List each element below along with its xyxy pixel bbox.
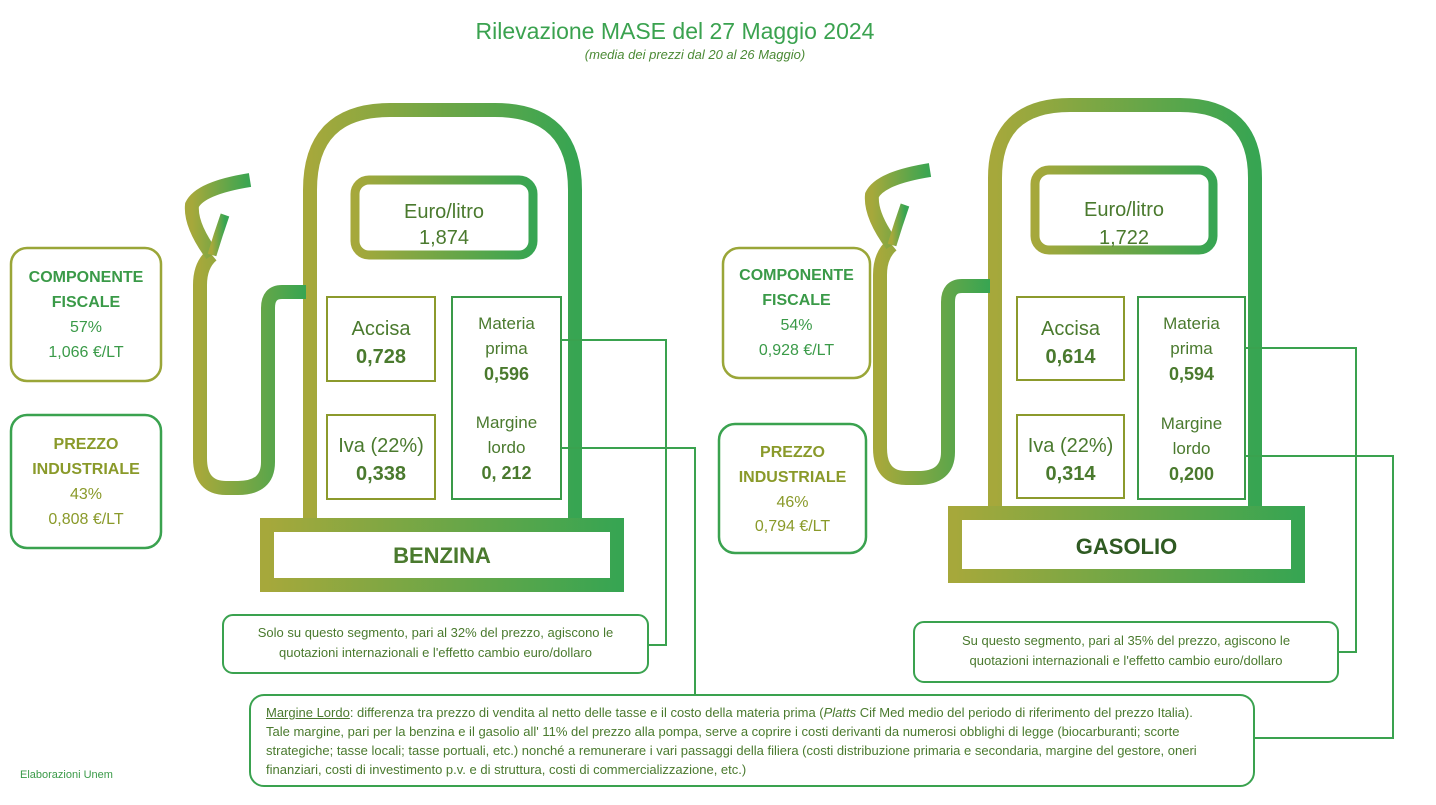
margin-note-line4: finanziari, costi di investimento p.v. e…	[266, 762, 747, 777]
page-title: Rilevazione MASE del 27 Maggio 2024	[475, 18, 875, 44]
benzina-segment-note-1: Solo su questo segmento, pari al 32% del…	[257, 625, 614, 640]
benzina-price-label: Euro/litro	[403, 201, 485, 223]
gasolio-materia-label-1: Materia	[1163, 314, 1220, 333]
benzina-materia-value: 0,596	[483, 364, 530, 384]
gasolio-fiscale-line1: COMPONENTE	[739, 267, 854, 284]
gasolio-industriale-amount: 0,794 €/LT	[754, 518, 831, 535]
margin-note-term: Margine Lordo	[266, 705, 350, 720]
gasolio-accisa-label: Accisa	[1041, 318, 1100, 340]
benzina-iva-label: Iva (22%)	[338, 435, 424, 457]
benzina-industriale-line2: INDUSTRIALE	[32, 461, 140, 478]
footer-credit: Elaborazioni Unem	[20, 769, 113, 781]
benzina-industriale-percent: 43%	[69, 486, 103, 503]
benzina-margine-value: 0, 212	[481, 463, 532, 483]
gasolio-iva-value: 0,314	[1045, 463, 1096, 485]
benzina-materia-label-1: Materia	[478, 314, 535, 333]
gasolio-margine-label-1: Margine	[1160, 414, 1223, 433]
benzina-accisa-label: Accisa	[351, 318, 411, 340]
gasolio-fiscale-percent: 54%	[780, 317, 813, 334]
gasolio-accisa-value: 0,614	[1045, 346, 1096, 368]
benzina-margine-label-2: lordo	[487, 438, 526, 457]
gasolio-industriale-line1: PREZZO	[760, 444, 825, 461]
benzina-fiscale-line1: COMPONENTE	[28, 269, 144, 286]
margin-note-line3: strategiche; tasse locali; tasse portual…	[266, 743, 1197, 758]
margin-note-platts: Platts	[823, 705, 857, 720]
gasolio-industriale-line2: INDUSTRIALE	[738, 469, 847, 486]
gasolio-industriale-percent: 46%	[776, 494, 809, 511]
gasolio-segment-note-2: quotazioni internazionali e l'effetto ca…	[969, 653, 1283, 668]
gasolio-fuel-label: GASOLIO	[1075, 534, 1178, 559]
gasolio-price-value: 1,722	[1098, 227, 1150, 249]
gasolio-segment-note-1: Su questo segmento, pari al 35% del prez…	[961, 633, 1291, 648]
benzina-margine-label-1: Margine	[475, 413, 538, 432]
gasolio-fiscale-line2: FISCALE	[762, 292, 831, 309]
benzina-fuel-label: BENZINA	[393, 543, 491, 568]
gasolio-price-label: Euro/litro	[1083, 199, 1165, 221]
benzina-industriale-amount: 0,808 €/LT	[48, 511, 124, 528]
margin-note-part1: : differenza tra prezzo di vendita al ne…	[349, 705, 824, 720]
page-subtitle: (media dei prezzi dal 20 al 26 Maggio)	[584, 47, 806, 62]
gasolio-fiscale-amount: 0,928 €/LT	[758, 342, 835, 359]
gasolio-pump-icon	[864, 98, 1305, 583]
margin-note: Margine Lordo: differenza tra prezzo di …	[266, 703, 1256, 779]
margin-note-part2: Cif Med medio del periodo di riferimento…	[856, 705, 1193, 720]
benzina-segment-note-2: quotazioni internazionali e l'effetto ca…	[279, 645, 592, 660]
benzina-fiscale-percent: 57%	[69, 319, 103, 336]
margin-note-line2: Tale margine, pari per la benzina e il g…	[266, 724, 1180, 739]
benzina-iva-value: 0,338	[355, 463, 407, 485]
benzina-fiscale-amount: 1,066 €/LT	[48, 344, 124, 361]
gasolio-iva-label: Iva (22%)	[1027, 435, 1114, 457]
gasolio-materia-value: 0,594	[1168, 364, 1215, 384]
benzina-price-value: 1,874	[418, 227, 470, 249]
benzina-industriale-line1: PREZZO	[53, 436, 119, 453]
benzina-pump-icon	[184, 103, 624, 592]
gasolio-materia-label-2: prima	[1170, 339, 1213, 358]
benzina-materia-label-2: prima	[485, 339, 528, 358]
benzina-accisa-value: 0,728	[355, 346, 407, 368]
gasolio-margine-label-2: lordo	[1172, 439, 1211, 458]
benzina-fiscale-line2: FISCALE	[51, 294, 121, 311]
gasolio-margine-value: 0,200	[1168, 464, 1215, 484]
